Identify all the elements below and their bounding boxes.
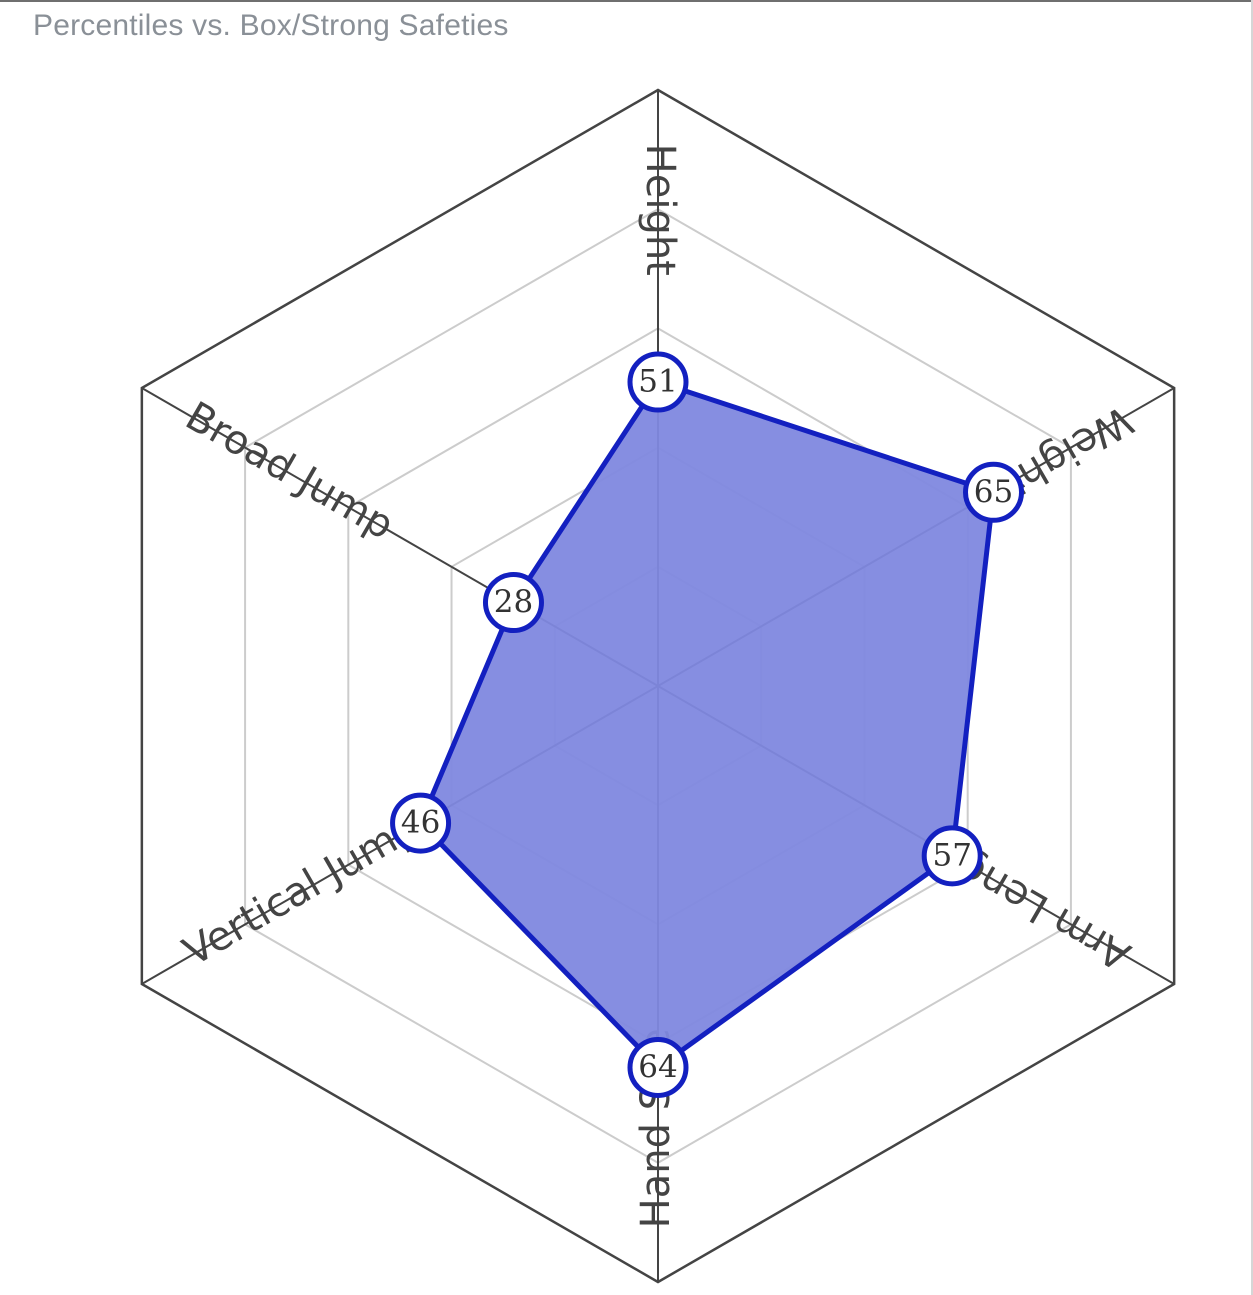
data-point-height[interactable]: [627, 351, 689, 413]
data-label-broad-jump: 28: [494, 584, 533, 620]
data-label-hand-size: 64: [638, 1049, 677, 1085]
data-point-arm-length[interactable]: [921, 825, 983, 887]
axis-label-height: Height: [637, 144, 683, 276]
right-border: [1251, 0, 1253, 1295]
data-label-height: 51: [638, 364, 677, 400]
chart-title: Percentiles vs. Box/Strong Safeties: [33, 9, 509, 42]
radar-points[interactable]: 51 65 57 64 46 28: [390, 351, 1024, 1098]
series-area: [418, 379, 996, 1070]
data-point-hand-size[interactable]: [627, 1036, 689, 1098]
data-point-vertical-jump[interactable]: [390, 792, 452, 854]
data-label-arm-length: 57: [932, 837, 971, 873]
data-point-broad-jump[interactable]: [482, 572, 544, 634]
radar-series: [418, 379, 996, 1070]
top-border: [0, 0, 1253, 2]
data-label-weight: 65: [974, 474, 1013, 510]
data-label-vertical-jump: 46: [401, 805, 440, 841]
outer-frame: [140, 88, 1176, 1284]
radar-frame: [140, 88, 1176, 1284]
axis-label-broad-jump: Broad Jump: [178, 393, 402, 549]
data-point-weight[interactable]: [962, 461, 1024, 523]
